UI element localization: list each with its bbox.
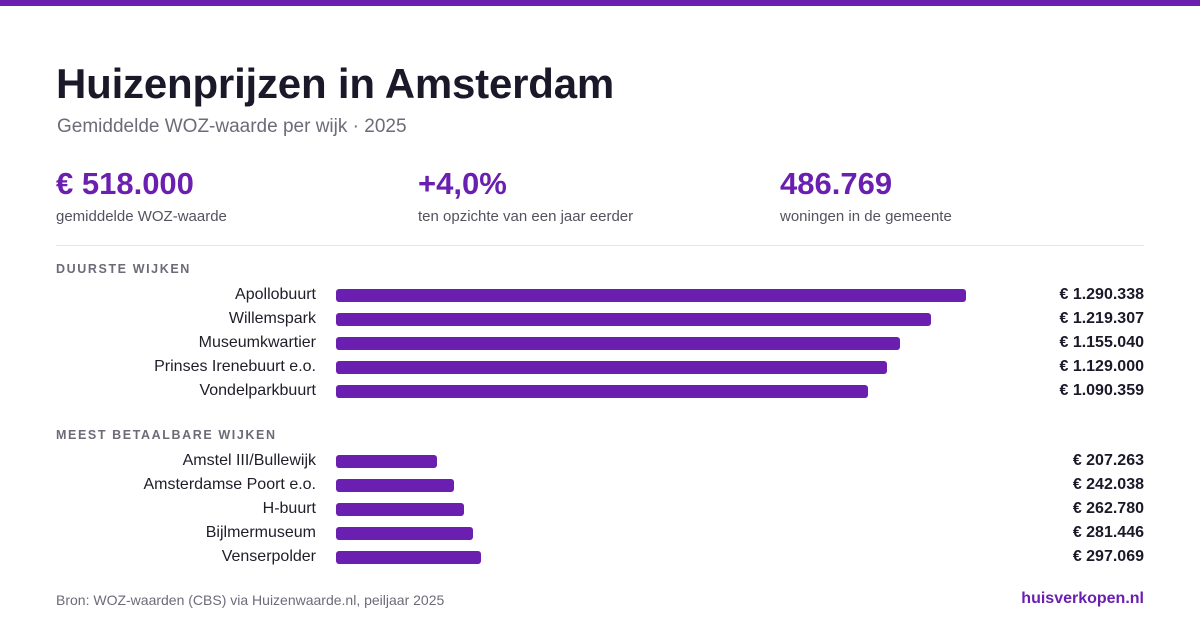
bar-value-label: € 1.290.338 (1059, 286, 1144, 303)
stat-value: 486.769 (780, 166, 893, 201)
bar-category-label: Willemspark (228, 310, 316, 327)
stat-average-woz: € 518.000 gemiddelde WOZ-waarde (56, 166, 227, 225)
bar-value-label: € 281.446 (1072, 524, 1144, 541)
bar-row: Amstel III/Bullewijk € 207.263 (0, 450, 1200, 474)
section-label: DUURSTE WIJKEN (56, 262, 191, 276)
section-label: MEEST BETAALBARE WIJKEN (56, 428, 277, 442)
brand-link[interactable]: huisverkopen.nl (1021, 590, 1144, 607)
bar (336, 313, 931, 326)
bar (336, 455, 437, 468)
bar (336, 361, 887, 374)
bar-category-label: H-buurt (262, 500, 316, 517)
bar-value-label: € 207.263 (1072, 452, 1144, 469)
stat-label: ten opzichte van een jaar eerder (418, 208, 634, 225)
page-subtitle: Gemiddelde WOZ-waarde per wijk · 2025 (57, 116, 407, 137)
bar-category-label: Museumkwartier (198, 334, 316, 351)
bar-row: Apollobuurt € 1.290.338 (0, 284, 1200, 308)
bar-value-label: € 242.038 (1072, 476, 1144, 493)
bar-category-label: Vondelparkbuurt (199, 382, 316, 399)
bar (336, 527, 473, 540)
top-accent-bar (0, 0, 1200, 6)
stat-value: +4,0% (418, 166, 507, 201)
bar-row: H-buurt € 262.780 (0, 498, 1200, 522)
bar (336, 479, 454, 492)
bar-category-label: Venserpolder (221, 548, 316, 565)
bar-value-label: € 297.069 (1072, 548, 1144, 565)
bar-value-label: € 262.780 (1072, 500, 1144, 517)
bar (336, 551, 481, 564)
bar-value-label: € 1.090.359 (1059, 382, 1144, 399)
source-note: Bron: WOZ-waarden (CBS) via Huizenwaarde… (56, 592, 445, 608)
bar (336, 337, 900, 350)
bar-row: Bijlmermuseum € 281.446 (0, 522, 1200, 546)
stat-label: woningen in de gemeente (780, 208, 952, 225)
bar-row: Vondelparkbuurt € 1.090.359 (0, 380, 1200, 404)
bar-value-label: € 1.219.307 (1059, 310, 1144, 327)
bar-category-label: Amsterdamse Poort e.o. (143, 476, 316, 493)
bar-row: Prinses Irenebuurt e.o. € 1.129.000 (0, 356, 1200, 380)
bar-row: Amsterdamse Poort e.o. € 242.038 (0, 474, 1200, 498)
bar (336, 289, 966, 302)
bar-category-label: Amstel III/Bullewijk (182, 452, 316, 469)
bar-category-label: Prinses Irenebuurt e.o. (154, 358, 316, 375)
bar-category-label: Apollobuurt (235, 286, 316, 303)
bar-row: Museumkwartier € 1.155.040 (0, 332, 1200, 356)
stat-value: € 518.000 (56, 166, 194, 201)
bar-row: Venserpolder € 297.069 (0, 546, 1200, 570)
bar-value-label: € 1.129.000 (1059, 358, 1144, 375)
bar (336, 503, 464, 516)
stat-yearly-change: +4,0% ten opzichte van een jaar eerder (418, 166, 633, 225)
bar-value-label: € 1.155.040 (1059, 334, 1144, 351)
bar-category-label: Bijlmermuseum (205, 524, 316, 541)
bar-row: Willemspark € 1.219.307 (0, 308, 1200, 332)
stat-dwellings: 486.769 woningen in de gemeente (780, 166, 952, 225)
bar (336, 385, 868, 398)
stat-label: gemiddelde WOZ-waarde (56, 208, 227, 225)
divider (56, 245, 1144, 246)
page-title: Huizenprijzen in Amsterdam (56, 60, 615, 107)
